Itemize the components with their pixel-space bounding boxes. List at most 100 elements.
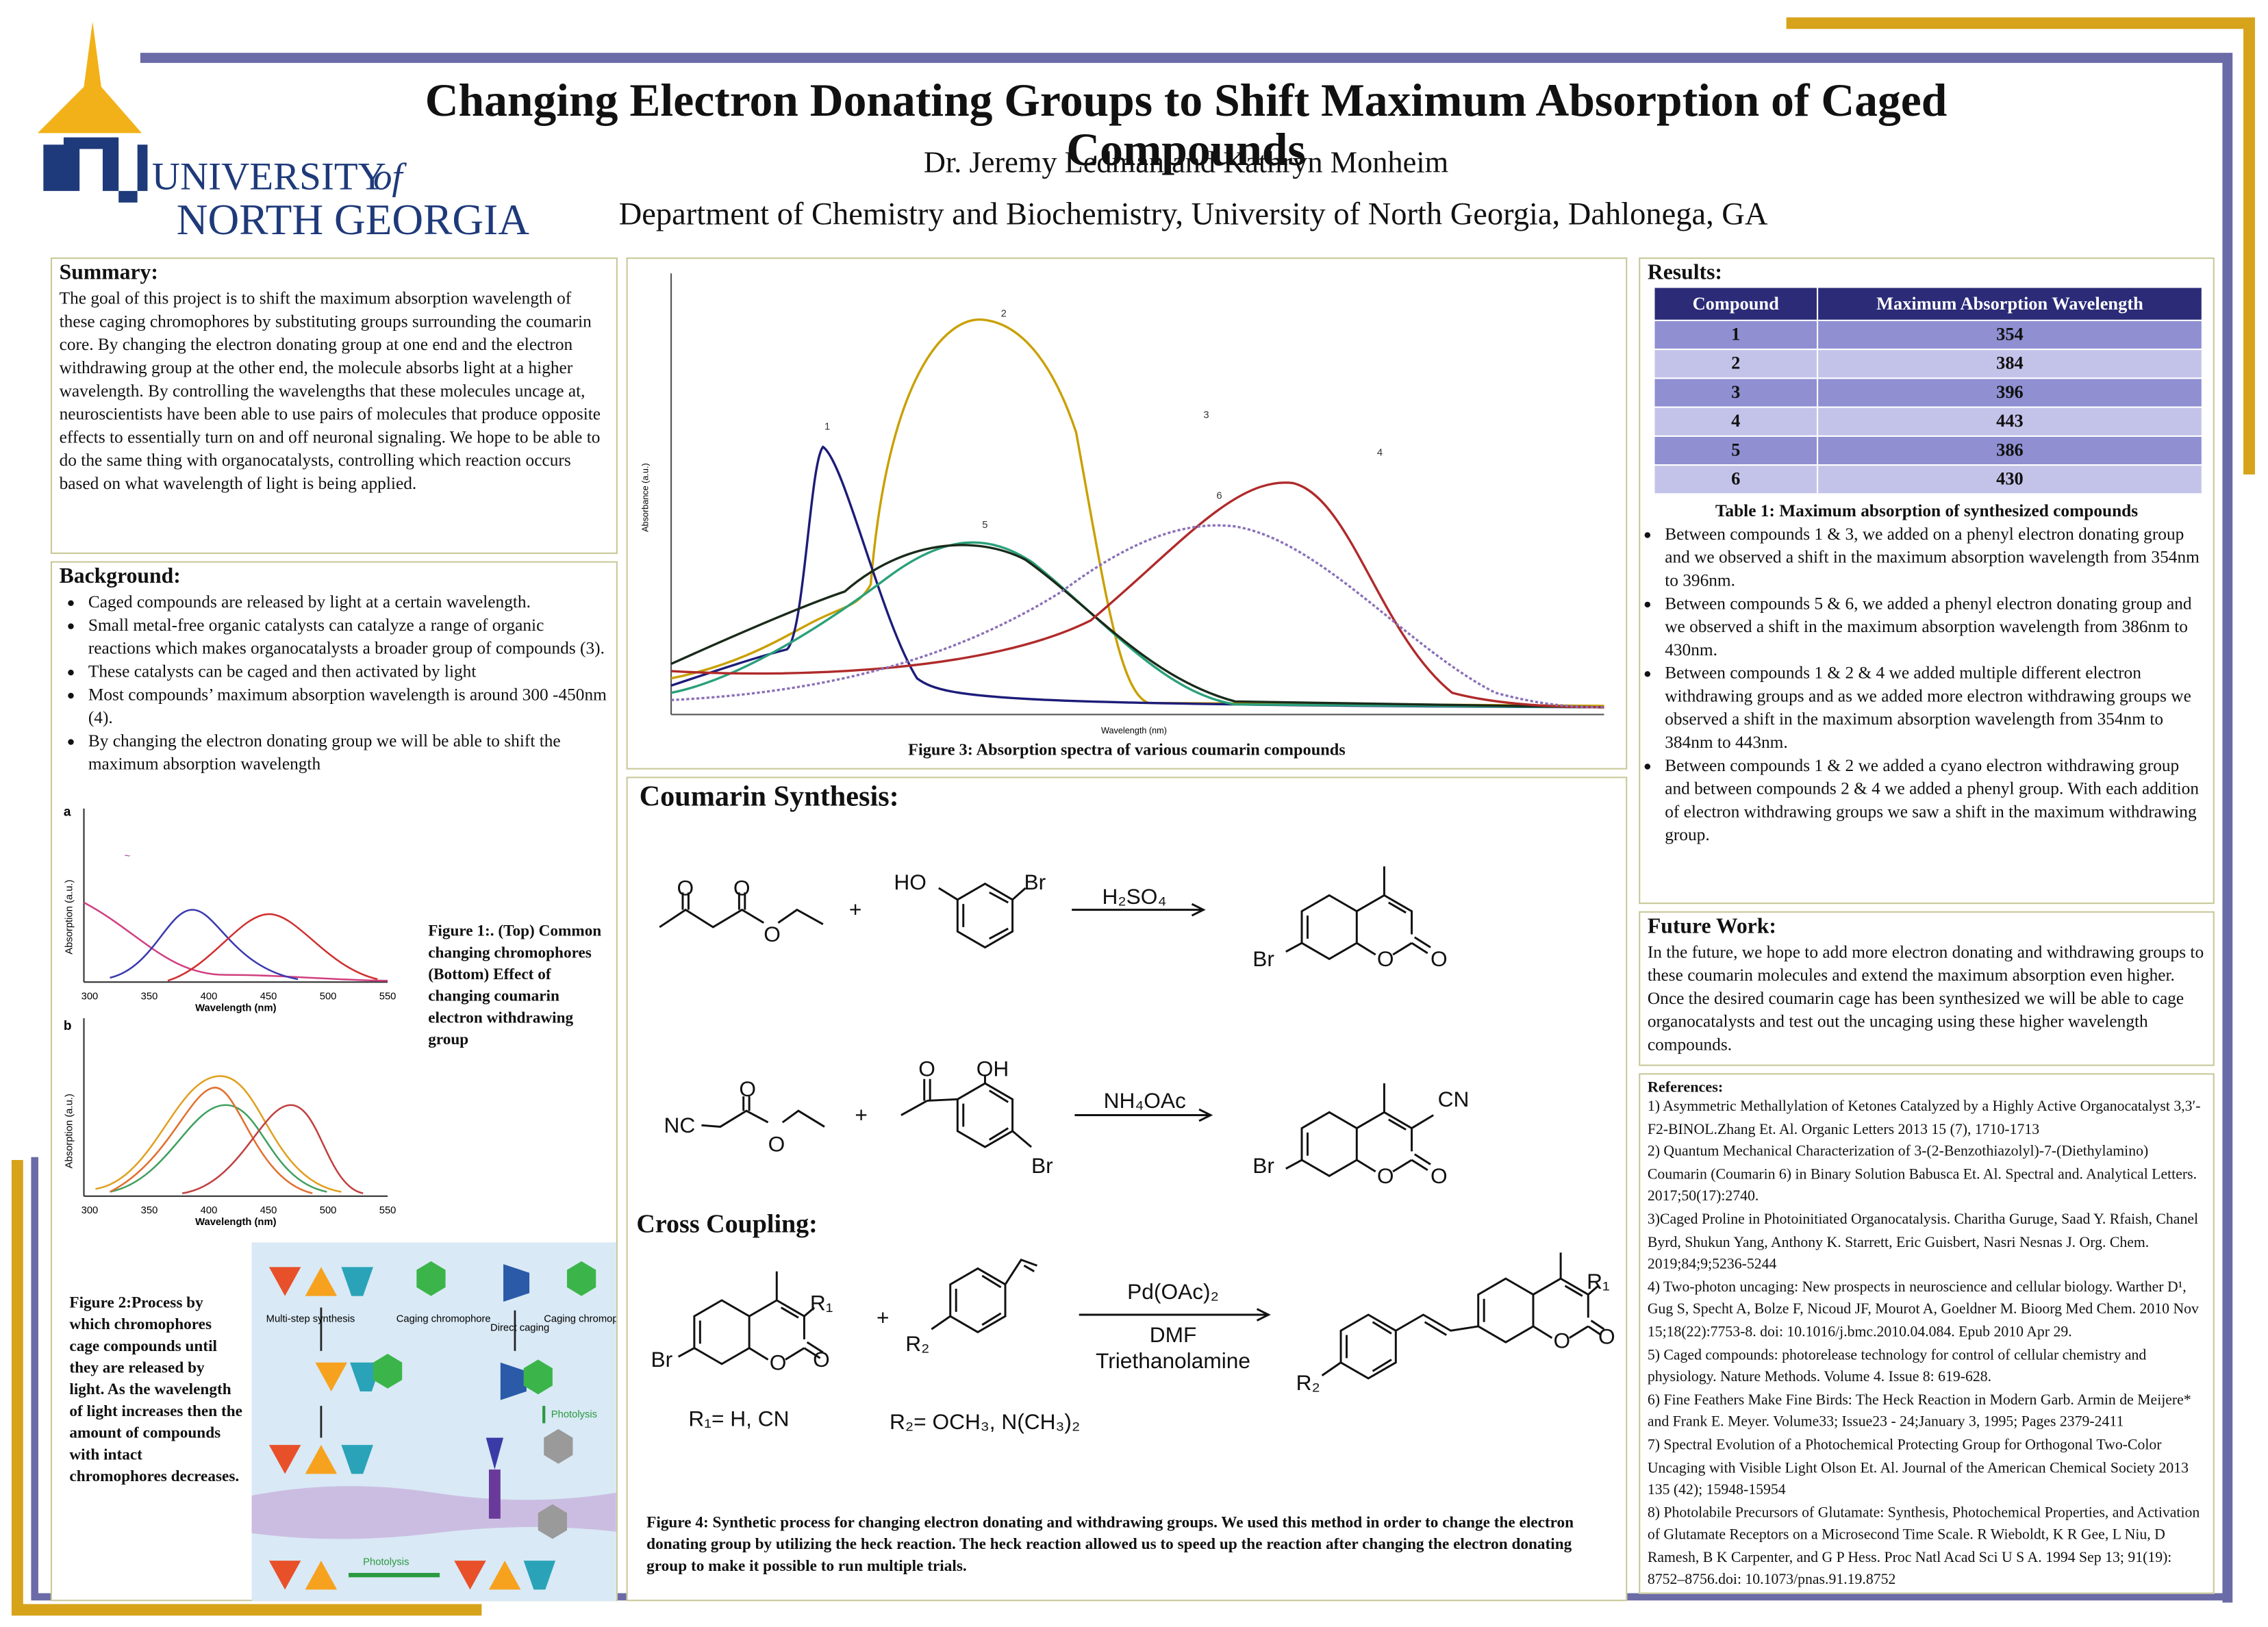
table-cell: 396 <box>1816 377 2203 408</box>
logo-of: of <box>373 156 407 198</box>
x-tick-label: 450 <box>260 1205 277 1216</box>
reference: 2) Quantum Mechanical Characterization o… <box>1647 1144 2197 1206</box>
substituent: R₂= OCH₃, N(CH₃)₂ <box>890 1409 1080 1434</box>
x-tick-label: 400 <box>201 992 218 1002</box>
reference: 7) Spectral Evolution of a Photochemical… <box>1647 1437 2189 1499</box>
table-cell: 354 <box>1816 319 2203 351</box>
figure2-label: Multi-step synthesis <box>266 1314 355 1325</box>
atom: O <box>1554 1328 1571 1353</box>
frame <box>11 17 2255 1616</box>
compound-label: 4 <box>1377 447 1383 458</box>
figure3-box: Absorbance (a.u.) Wavelength (nm) 1 2 3 … <box>626 257 1628 770</box>
atom: O <box>1598 1324 1615 1348</box>
summary-heading: Summary: <box>59 262 158 286</box>
table-cell: 2 <box>1653 349 1819 379</box>
reagent: NH₄OAc <box>1104 1088 1186 1113</box>
substituent: R₁= H, CN <box>688 1407 789 1431</box>
spectra-figure: Absorbance (a.u.) Wavelength (nm) 1 2 3 … <box>640 273 1604 735</box>
table-row: 6 430 <box>1653 464 2203 495</box>
plus: + <box>849 897 862 922</box>
triangle <box>488 1561 521 1590</box>
reagent: Pd(OAc)₂ <box>1127 1279 1219 1304</box>
trapezoid <box>341 1445 373 1474</box>
future-box: Future Work: In the future, we hope to a… <box>1639 911 2215 1066</box>
background-bullet: Most compounds’ maximum absorption wavel… <box>88 683 609 729</box>
table-header: Maximum Absorption Wavelength <box>1816 286 2203 321</box>
synthesis-heading: Coumarin Synthesis: <box>639 781 899 814</box>
x-tick-label: 550 <box>379 992 396 1002</box>
reference: 4) Two-photon uncaging: New prospects in… <box>1647 1279 2199 1341</box>
compound-label: 1 <box>824 421 830 432</box>
receptor <box>488 1470 501 1519</box>
references-box: References: 1) Asymmetric Methallylation… <box>1639 1073 2215 1594</box>
triangle <box>454 1561 486 1590</box>
curve <box>181 1104 364 1194</box>
x-tick-label: 300 <box>81 1205 99 1216</box>
background-heading: Background: <box>59 565 181 589</box>
curve <box>83 901 388 982</box>
logo-university: UNIVERSITY <box>152 155 386 199</box>
atom: R₂ <box>1296 1370 1320 1395</box>
compound-label: 3 <box>1203 409 1209 420</box>
x-tick-label: 500 <box>320 992 337 1002</box>
table-cell: 5 <box>1653 435 1819 466</box>
results-table: Compound Maximum Absorption Wavelength 1 35… <box>1653 286 2203 495</box>
table-cell: 430 <box>1816 464 2203 495</box>
plus: + <box>877 1305 890 1330</box>
table-header: Compound <box>1653 286 1819 321</box>
synthesis-box: Coumarin Synthesis: Cross Coupling: <box>626 777 1628 1602</box>
atom: Br <box>651 1347 673 1372</box>
results-box: Results: Compound Maximum Absorption Wave… <box>1639 257 2215 905</box>
reagent: DMF <box>1150 1322 1197 1347</box>
compound-label: 2 <box>1001 309 1007 320</box>
future-text: In the future, we hope to add more elect… <box>1647 942 2204 1055</box>
trapezoid <box>500 1362 527 1400</box>
figure3-caption: Figure 3: Absorption spectra of various … <box>908 742 1346 759</box>
background-bullet: These catalysts can be caged and then ac… <box>88 659 609 683</box>
table-row: 5 386 <box>1653 435 2203 466</box>
background-box: Background: Caged compounds are released… <box>50 561 618 1602</box>
x-tick-label: 550 <box>379 1205 396 1216</box>
summary-box: Summary: The goal of this project is to … <box>50 257 618 554</box>
table-row: 2 384 <box>1653 349 2203 379</box>
background-bullet: Caged compounds are released by light at… <box>88 590 609 614</box>
panel-label: b <box>64 1019 72 1033</box>
hexagon <box>523 1359 553 1395</box>
atom: R₁ <box>810 1291 833 1315</box>
x-tick-label: 400 <box>201 1205 218 1216</box>
table-row: 3 396 <box>1653 377 2203 408</box>
membrane <box>251 1486 616 1539</box>
table-caption: Table 1: Maximum absorption of synthesiz… <box>1715 500 2139 521</box>
atom: Br <box>1024 870 1046 894</box>
curve <box>110 909 299 981</box>
y-axis-label: Absorbance (a.u.) <box>640 463 650 532</box>
figure2-label: Photolysis <box>363 1556 409 1567</box>
reference: 8) Photolabile Precursors of Glutamate: … <box>1647 1505 2200 1589</box>
x-ticks: 300 350 400 450 500 550 <box>81 1205 396 1216</box>
triangle <box>305 1267 338 1296</box>
triangle <box>315 1362 347 1391</box>
results-bullet: Between compounds 1 & 2 we added a cyano… <box>1665 753 2206 846</box>
authors: Dr. Jeremy Ledman and Kathryn Monheim <box>923 144 1449 179</box>
atom: Br <box>1031 1153 1053 1178</box>
table-row: 1 354 <box>1653 319 2203 351</box>
atom: O <box>918 1057 935 1081</box>
reference: 3)Caged Proline in Photoinitiated Organo… <box>1647 1211 2199 1274</box>
reference: 6) Fine Feathers Make Fine Birds: The He… <box>1647 1392 2191 1431</box>
y-axis-label: Absorption (a.u.) <box>64 1094 75 1168</box>
triangle <box>268 1445 301 1474</box>
trapezoid <box>341 1267 373 1296</box>
hexagon <box>544 1428 573 1464</box>
x-ticks: 300 350 400 450 500 550 <box>81 992 396 1002</box>
cross-heading: Cross Coupling: <box>636 1209 818 1239</box>
figure1-caption: Figure 1:. (Top) Common changing chromop… <box>428 922 602 1049</box>
table-cell: 386 <box>1816 435 2203 466</box>
trapezoid <box>523 1561 556 1590</box>
table-cell: 3 <box>1653 377 1819 408</box>
atom: Br <box>1252 1153 1274 1178</box>
arrows <box>320 1307 546 1578</box>
curve <box>110 1104 327 1193</box>
department: Department of Chemistry and Biochemistry… <box>618 195 1768 231</box>
table-cell: 4 <box>1653 406 1819 437</box>
